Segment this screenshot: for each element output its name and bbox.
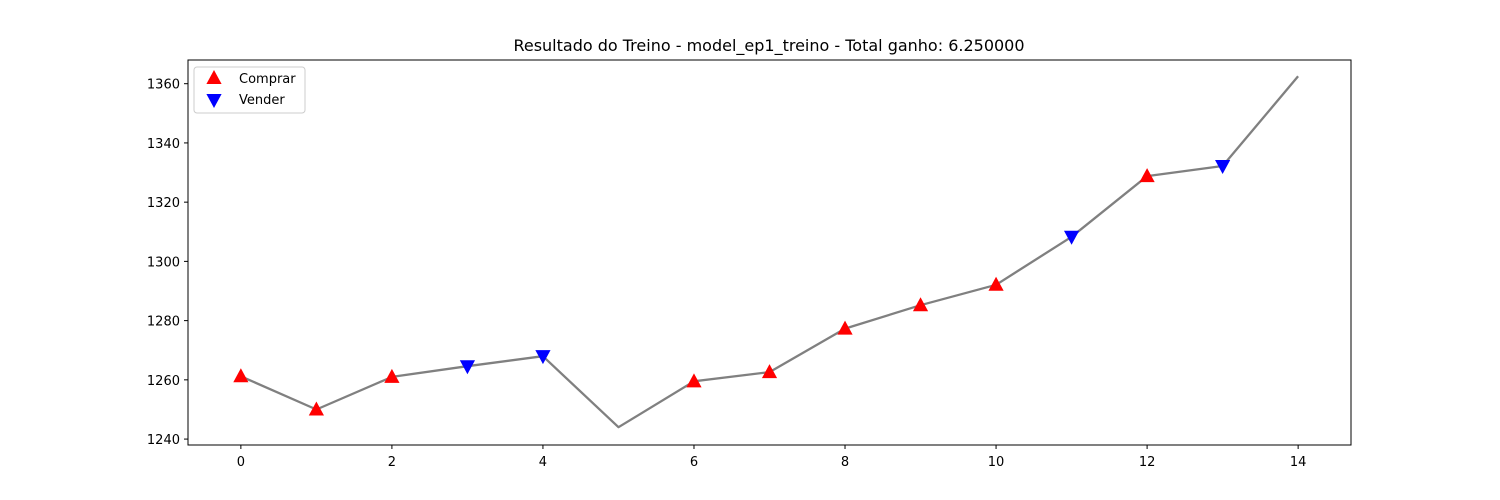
y-tick-label: 1280 — [147, 315, 180, 330]
legend-buy-marker — [206, 70, 222, 84]
buy-marker — [912, 297, 929, 312]
y-tick-label: 1340 — [147, 137, 180, 152]
legend: Comprar Vender — [193, 66, 306, 114]
legend-sell-label: Vender — [239, 93, 285, 108]
buy-marker — [1139, 168, 1155, 183]
x-tick-label: 12 — [1139, 455, 1156, 470]
buy-marker — [761, 364, 778, 379]
x-tick-label: 2 — [388, 455, 396, 470]
chart-title: Resultado do Treino - model_ep1_treino -… — [513, 36, 1024, 56]
x-tick-label: 0 — [237, 455, 245, 470]
x-tick-label: 8 — [841, 455, 849, 470]
x-tick-label: 10 — [988, 455, 1005, 470]
y-tick-label: 1260 — [147, 374, 180, 389]
buy-marker — [988, 276, 1004, 291]
x-tick-label: 4 — [539, 455, 547, 470]
buy-marker — [384, 368, 400, 383]
y-tick-label: 1320 — [147, 196, 180, 211]
y-tick-label: 1300 — [147, 255, 180, 270]
y-tick-label: 1360 — [147, 78, 180, 93]
y-tick-label: 1240 — [147, 433, 180, 448]
plot-frame — [187, 59, 1352, 446]
sell-marker — [535, 350, 551, 365]
plot-area: 0 2 4 6 8 10 12 14 1240 1260 1280 1300 1320 1340 1360 — [147, 59, 1352, 470]
sell-marker — [459, 360, 476, 375]
legend-buy-label: Comprar — [239, 72, 296, 87]
sell-marker — [1215, 160, 1231, 175]
buy-marker — [686, 373, 702, 388]
buy-marker — [233, 368, 249, 383]
sell-marker — [1063, 230, 1080, 245]
x-tick-label: 6 — [690, 455, 698, 470]
x-tick-label: 14 — [1290, 455, 1307, 470]
buy-marker — [837, 320, 853, 335]
legend-frame — [193, 66, 306, 114]
buy-marker — [308, 401, 324, 416]
legend-sell-marker — [206, 94, 222, 108]
